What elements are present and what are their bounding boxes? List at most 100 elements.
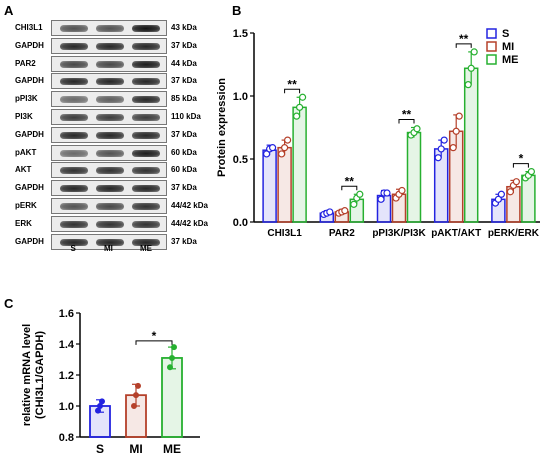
blot-protein-label: GAPDH [15,236,44,246]
blot-protein-label: GAPDH [15,40,44,50]
blot-band [96,96,124,104]
blot-band [60,60,88,68]
y-axis-label: relative mRNA level [21,324,33,426]
blot-protein-label: GAPDH [15,76,44,86]
blot-strip [51,180,167,197]
x-tick-label: ME [163,442,181,456]
blot-band [96,203,124,210]
significance-bracket [341,185,358,191]
blot-band [132,203,160,210]
data-point [133,392,139,399]
bar [161,357,183,438]
bar [463,67,479,223]
blot-band [96,60,124,68]
blot-band [132,220,160,228]
data-point [440,136,448,144]
y-tick-label: 1.5 [233,28,248,40]
significance-label: * [152,329,157,343]
blot-band [96,42,124,50]
y-tick-label: 1.0 [59,401,74,413]
blot-strip [51,126,167,143]
blot-strip [51,55,167,72]
blot-protein-label: pPI3K [15,94,38,104]
blot-band [132,78,160,86]
data-point [356,190,364,198]
blot-kda-label: 37 kDa [171,40,197,50]
data-point [497,190,505,198]
data-point [171,344,177,351]
legend-swatch [486,41,497,52]
blot-band [60,96,88,104]
blot-band [132,131,160,139]
y-tick-label: 0.5 [233,154,248,166]
blot-band [60,149,88,157]
blot-band [132,167,160,175]
blot-row-gapdh: GAPDH 37 kDa [15,37,205,55]
blot-kda-label: 60 kDa [171,147,197,157]
x-tick-label: PAR2 [329,228,355,239]
blot-band [96,131,124,139]
bar [406,131,422,223]
y-tick-label: 1.2 [59,370,74,382]
data-point [341,207,349,215]
blot-band [60,114,88,121]
blot-row-gapdh: GAPDH 37 kDa [15,180,205,197]
panel-c-letter: C [4,296,14,311]
blot-strip [51,144,167,161]
blot-band [60,167,88,175]
data-point [512,178,521,186]
panel-a-letter: A [4,3,14,18]
blot-row-par2: PAR2 44 kDa [15,55,205,73]
data-point [464,81,472,89]
x-tick-label: pPI3K/PI3K [372,228,426,239]
data-point [398,186,406,195]
blot-band [96,149,124,157]
significance-bracket [455,43,472,48]
blot-strip [51,162,167,179]
data-point [263,150,271,158]
data-point [169,354,175,361]
blot-kda-label: 85 kDa [171,94,197,104]
legend-label: ME [502,54,519,66]
blot-row-chi3l1: CHI3L1 43 kDa [15,20,205,37]
blot-strip [51,20,167,36]
blot-band [60,42,88,50]
blot-kda-label: 43 kDa [171,23,197,32]
data-point [452,127,460,135]
blot-band [132,60,160,68]
blot-band [96,220,124,228]
blot-strip [51,233,167,250]
blot-protein-label: GAPDH [15,183,44,193]
blot-row-pakt: pAKT 60 kDa [15,144,205,162]
blot-kda-label: 60 kDa [171,165,197,175]
x-tick-label: pAKT/AKT [431,228,481,239]
blot-kda-label: 37 kDa [171,76,197,86]
y-tick-label: 1.0 [233,91,248,103]
data-point [299,93,307,101]
blot-band [96,238,124,246]
blot-row-ppi3k: pPI3K 85 kDa [15,91,205,108]
significance-bracket [398,119,415,124]
data-point [131,403,137,409]
data-point [293,112,301,120]
blot-band [96,25,124,32]
blot-band [132,149,160,157]
bar [292,106,307,223]
data-point [434,154,442,162]
blot-protein-label: PAR2 [15,58,36,68]
y-tick-label: 1.4 [59,339,75,351]
blot-strip [51,37,167,54]
significance-label: ** [345,174,355,188]
data-point [413,125,421,133]
blot-band [132,42,160,50]
blot-kda-label: 44 kDa [171,58,197,68]
data-point [470,48,478,56]
significance-bracket [284,88,301,94]
data-point [449,144,457,152]
data-point [135,382,141,389]
data-point [281,144,289,152]
significance-bracket [135,340,173,345]
blot-row-perk: pERK 44/42 kDa [15,198,208,215]
data-point [296,103,304,111]
data-point [99,398,105,405]
